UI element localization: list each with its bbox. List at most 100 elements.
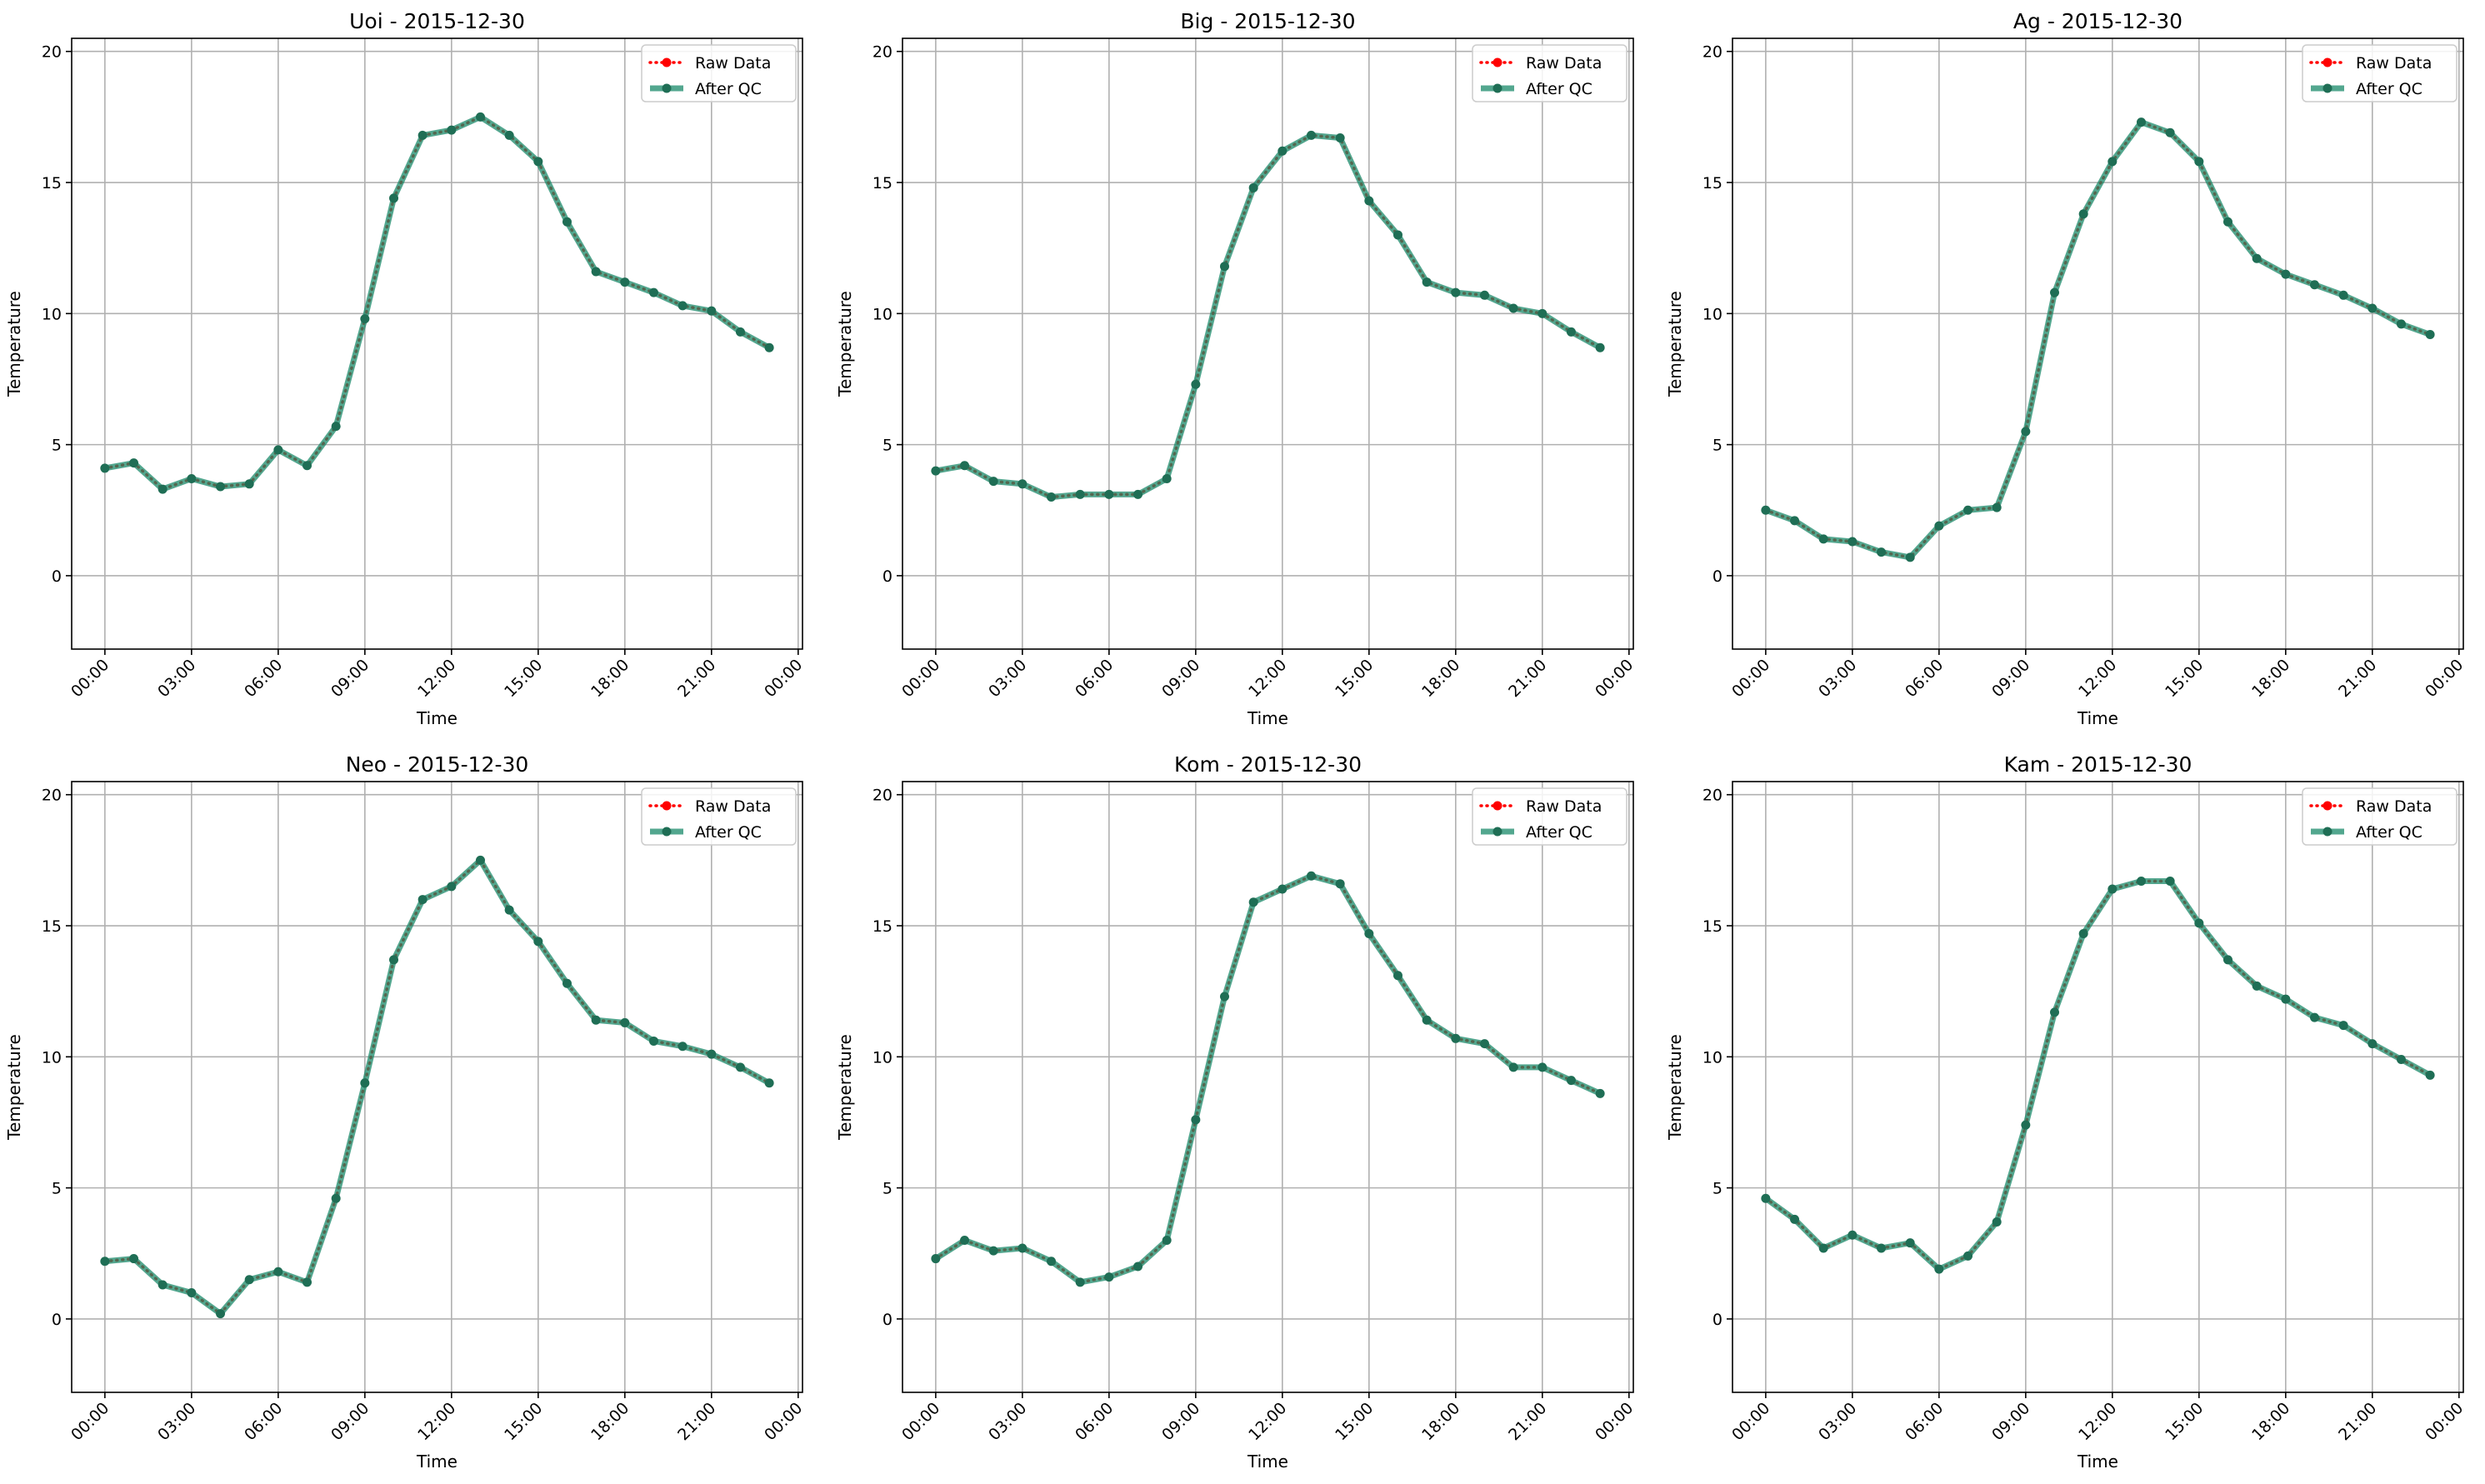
data-point [1133, 1262, 1143, 1272]
data-point [187, 1287, 197, 1297]
panel-title: Kom - 2015-12-30 [1174, 752, 1362, 777]
legend-marker-after-qc [2322, 83, 2332, 93]
axes-frame [1732, 37, 2464, 650]
panel-title: Big - 2015-12-30 [1180, 9, 1355, 33]
data-point [2050, 1007, 2060, 1017]
data-point [331, 1193, 341, 1203]
x-tick-label: 21:00 [674, 1399, 719, 1444]
legend-label-after-qc: After QC [1526, 823, 1592, 842]
x-tick-label: 03:00 [1815, 656, 1860, 701]
data-point [1877, 1243, 1887, 1253]
legend-marker-raw-data [2322, 801, 2332, 811]
data-point [988, 1246, 998, 1256]
chart-panel-4: 0 5 10 15 20 00:00 03:00 06:00 09:00 12:00 15:00 18… [835, 752, 1637, 1472]
data-point [1047, 1257, 1057, 1267]
y-axis-label: Temperature [1665, 291, 1685, 397]
x-tick-label: 21:00 [674, 656, 719, 701]
data-point [562, 217, 572, 227]
data-point [1191, 379, 1201, 389]
data-point [1075, 489, 1085, 499]
data-point [1963, 505, 1973, 515]
data-point [562, 978, 572, 988]
x-tick-label: 18:00 [2248, 656, 2293, 701]
y-tick-label: 15 [42, 917, 62, 936]
series-line-raw-data [934, 133, 1602, 499]
x-tick-label: 09:00 [328, 656, 372, 701]
legend-marker-raw-data [662, 57, 672, 67]
x-tick-label: 12:00 [1245, 1399, 1290, 1444]
x-tick-label: 21:00 [1505, 1399, 1550, 1444]
series-line-after-qc [1762, 878, 2433, 1272]
data-point [244, 479, 254, 489]
x-tick-label: 18:00 [2248, 1399, 2293, 1444]
data-point [100, 1257, 110, 1267]
y-axis-label: Temperature [1665, 1034, 1685, 1141]
x-tick-label: 06:00 [1072, 1399, 1117, 1444]
legend: Raw Data After QC [641, 787, 797, 846]
data-point [1538, 1062, 1548, 1072]
data-point [360, 314, 370, 324]
data-point [2108, 884, 2118, 894]
x-tick-label: 00:00 [1592, 1399, 1637, 1444]
x-axis-label: Time [2077, 708, 2118, 728]
y-tick-label: 5 [882, 437, 892, 455]
x-tick-label: 00:00 [68, 656, 112, 701]
y-tick-label: 15 [42, 174, 62, 192]
data-point [2368, 303, 2378, 313]
data-point [960, 461, 970, 471]
data-point [1248, 182, 1258, 192]
data-point [533, 937, 543, 947]
data-point [1761, 505, 1771, 515]
data-point [707, 1049, 717, 1059]
data-point [2396, 1054, 2406, 1064]
data-point [1306, 871, 1316, 881]
data-point [1905, 1238, 1915, 1248]
x-tick-label: 18:00 [1418, 656, 1463, 701]
data-point [1364, 928, 1374, 938]
chart-panel-0: 0 5 10 15 20 00:00 03:00 06:00 09:00 12:00 15:00 18… [4, 9, 806, 728]
data-point [1877, 547, 1887, 557]
x-axis-label: Time [416, 708, 458, 728]
legend-marker-raw-data [1492, 801, 1502, 811]
legend-label-after-qc: After QC [695, 823, 762, 842]
series-line-raw-data [103, 857, 771, 1316]
data-point [1848, 1230, 1858, 1240]
data-point [988, 477, 998, 487]
y-tick-label: 10 [1702, 1048, 1722, 1067]
legend-label-raw-data: Raw Data [1526, 797, 1602, 816]
data-point [1479, 290, 1489, 300]
data-point [678, 301, 688, 311]
data-point [648, 287, 658, 297]
legend: Raw Data After QC [1472, 787, 1628, 846]
y-tick-label: 20 [42, 787, 62, 805]
y-tick-label: 15 [1702, 174, 1722, 192]
y-tick-label: 5 [52, 1180, 62, 1198]
chart-panel-2: 0 5 10 15 20 00:00 03:00 06:00 09:00 12:00 15:00 18… [1665, 9, 2467, 728]
data-point [1761, 1193, 1771, 1203]
data-point [129, 1254, 139, 1264]
axes-frame [902, 781, 1634, 1393]
data-point [1595, 1088, 1605, 1098]
x-tick-label: 15:00 [501, 656, 546, 701]
data-point [1422, 1015, 1432, 1025]
data-point [1392, 230, 1402, 240]
data-point [1992, 502, 2002, 512]
axes-frame [71, 781, 803, 1393]
panel-title: Kam - 2015-12-30 [2004, 752, 2192, 777]
data-point [2050, 287, 2060, 297]
data-point [1018, 1243, 1028, 1253]
x-tick-label: 00:00 [68, 1399, 112, 1444]
y-tick-label: 0 [1712, 1311, 1722, 1329]
x-axis-label: Time [1247, 708, 1288, 728]
x-tick-label: 00:00 [761, 1399, 806, 1444]
data-point [302, 1277, 312, 1287]
y-tick-label: 10 [42, 1048, 62, 1067]
data-point [1104, 489, 1114, 499]
y-tick-label: 5 [882, 1180, 892, 1198]
data-point [504, 130, 514, 140]
data-point [2281, 994, 2291, 1004]
data-point [533, 157, 543, 167]
chart-panel-3: 0 5 10 15 20 00:00 03:00 06:00 09:00 12:00 15:00 18… [4, 752, 806, 1472]
data-point [707, 306, 717, 316]
